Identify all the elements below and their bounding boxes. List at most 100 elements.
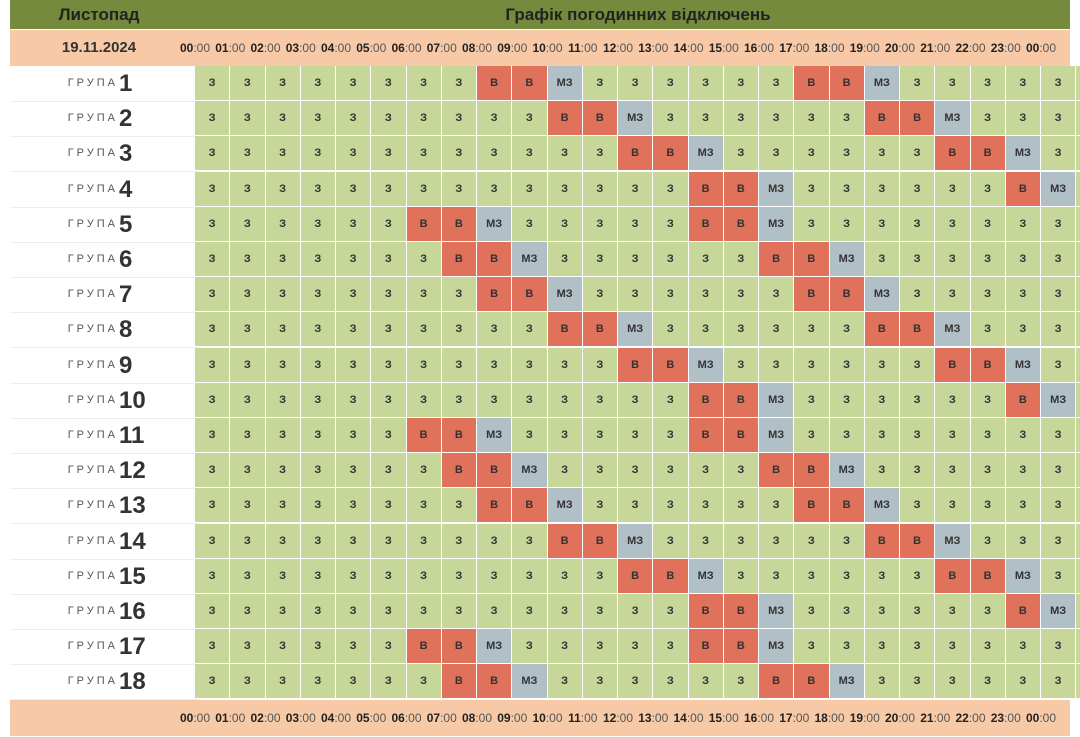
hour-cell: З [1041, 664, 1077, 700]
hour-cell: З [195, 594, 231, 629]
hour-cell: З [406, 171, 442, 207]
hour-cell: МЗ [759, 594, 795, 629]
hour-cell: МЗ [935, 101, 971, 137]
hour-cell: З [829, 382, 865, 418]
hour-cell: З [900, 136, 936, 172]
hour-cell: З [265, 664, 301, 700]
group-label: ГРУПА 17 [10, 629, 200, 666]
hour-cell: З [477, 594, 513, 629]
hour-cell: МЗ [547, 66, 583, 101]
hour-cell: З [441, 523, 477, 559]
hour-cell: З [300, 523, 336, 559]
hour-cell: В [723, 594, 759, 629]
hour-cell: З [829, 206, 865, 242]
hour-cell: З [195, 453, 231, 489]
hour-cell: З [300, 171, 336, 207]
hour-cell: З [723, 347, 759, 383]
hour-cell: В [477, 66, 513, 101]
hour-cell: З [406, 136, 442, 172]
hour-cell: З [653, 382, 689, 418]
hour-cell: З [688, 523, 724, 559]
hour-cell: З [477, 347, 513, 383]
hour-label: 07:00 [426, 41, 457, 55]
hour-cell: З [1041, 101, 1077, 137]
hour-cell: В [441, 242, 477, 277]
hour-cell: З [406, 101, 442, 137]
hour-label: 00:00 [1025, 41, 1057, 55]
hour-cell: З [195, 206, 231, 242]
hour-cell: З [371, 171, 407, 207]
hour-cell: З [195, 523, 231, 559]
row-edge [1076, 347, 1080, 383]
group-row: ГРУПА 17 З З З З З З В В МЗ З З З З З В В МЗ З З З З З З З З [10, 629, 1080, 666]
hour-cell: З [970, 488, 1006, 524]
hour-cell: МЗ [512, 453, 548, 489]
group-word: ГРУПА [67, 640, 118, 653]
hour-cell: З [371, 629, 407, 665]
hour-cell: МЗ [759, 418, 795, 453]
hour-cell: З [300, 418, 336, 453]
hour-cell: МЗ [512, 664, 548, 700]
hour-cell: В [864, 101, 900, 137]
hour-cell: З [653, 488, 689, 524]
group-label: ГРУПА 16 [10, 594, 200, 630]
hour-cell: В [759, 242, 795, 277]
hour-cell: З [265, 206, 301, 242]
group-label: ГРУПА 2 [10, 101, 200, 138]
group-label: ГРУПА 18 [10, 664, 200, 701]
hour-cell: З [970, 171, 1006, 207]
hour-cell: З [759, 277, 795, 313]
hour-cell: МЗ [477, 418, 513, 453]
hour-cell: З [935, 629, 971, 665]
hour-cell: З [406, 488, 442, 524]
hour-cell: З [1005, 66, 1041, 101]
hour-label: 21:00 [920, 41, 951, 55]
hour-cell: З [935, 594, 971, 629]
hour-cell: З [371, 66, 407, 101]
hour-cell: З [195, 312, 231, 348]
hour-cell: З [864, 594, 900, 629]
hour-cell: З [300, 101, 336, 137]
hour-cell: З [406, 558, 442, 594]
hour-cell: З [1041, 347, 1077, 383]
hour-label: 03:00 [285, 711, 316, 725]
hour-cell: З [900, 629, 936, 665]
hour-label: 10:00 [532, 41, 563, 55]
hour-cell: В [582, 523, 618, 559]
hour-cell: З [1005, 488, 1041, 524]
group-word: ГРУПА [67, 464, 118, 477]
hour-cell: З [441, 66, 477, 101]
group-number: 5 [119, 210, 133, 238]
hour-cell: З [512, 523, 548, 559]
hour-label: 22:00 [955, 41, 986, 55]
hour-cell: З [935, 171, 971, 207]
hour-cell: З [406, 66, 442, 101]
hour-cell: З [1041, 312, 1077, 348]
hour-cell: З [195, 488, 231, 524]
hour-label: 15:00 [708, 711, 739, 725]
hour-cell: З [618, 206, 654, 242]
group-word: ГРУПА [67, 217, 118, 230]
hour-cell: МЗ [477, 206, 513, 242]
hour-cell: З [371, 488, 407, 524]
hour-cell: З [794, 523, 830, 559]
hour-cell: В [547, 523, 583, 559]
hour-cell: З [1041, 558, 1077, 594]
hour-cell: З [1005, 206, 1041, 242]
group-number: 18 [119, 668, 146, 696]
page-title: Графік погодинних відключень [505, 5, 771, 24]
hour-label: 02:00 [250, 41, 281, 55]
hour-label: 06:00 [391, 711, 422, 725]
hour-cell: МЗ [935, 523, 971, 559]
hour-cell: З [864, 242, 900, 277]
hour-cell: В [477, 277, 513, 313]
hour-cell: З [336, 277, 372, 313]
group-row: ГРУПА 4 З З З З З З З З З З З З З З В В МЗ З З З З З З В МЗ [10, 171, 1080, 208]
hour-cell: З [265, 488, 301, 524]
hour-cell: В [794, 488, 830, 524]
hour-cell: З [512, 206, 548, 242]
hour-label: 20:00 [884, 41, 916, 55]
hour-cell: З [970, 277, 1006, 313]
hour-label: 05:00 [356, 711, 387, 725]
hour-cell: В [406, 206, 442, 242]
